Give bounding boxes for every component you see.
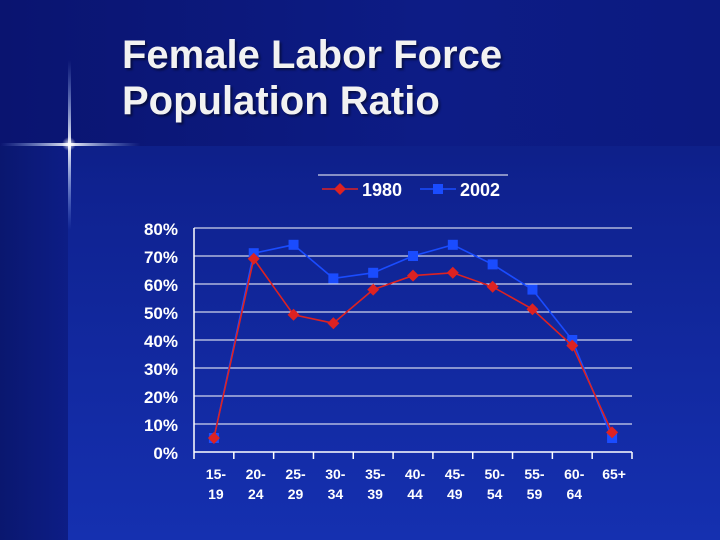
series-1980	[207, 252, 619, 444]
data-point	[606, 426, 619, 439]
x-tick-label: 50-54	[485, 466, 506, 502]
data-point	[566, 339, 579, 352]
data-point	[486, 280, 499, 293]
y-tick-label: 80%	[144, 220, 178, 239]
data-point	[487, 259, 498, 270]
y-tick-label: 60%	[144, 276, 178, 295]
title-line-1: Female Labor Force	[122, 33, 503, 77]
data-point	[327, 317, 340, 330]
data-point	[407, 269, 419, 282]
x-tick-label: 35-39	[365, 466, 386, 502]
x-tick-label: 20-24	[246, 466, 267, 502]
data-point	[207, 432, 220, 444]
data-point	[287, 308, 300, 321]
series-line	[213, 256, 613, 439]
y-tick-label: 10%	[144, 416, 178, 435]
x-tick-label: 65+	[602, 466, 626, 482]
data-point	[408, 251, 418, 261]
data-point	[334, 183, 346, 195]
data-point	[526, 303, 539, 316]
x-tick-labels: 15-19 20-24 25-29 30-34 35-39 40-44 45-49 50-54…	[206, 466, 626, 502]
data-point	[247, 252, 260, 265]
legend-item-1980: 1980	[322, 180, 402, 200]
gridlines	[194, 227, 632, 425]
x-tick-label: 30-34	[325, 466, 346, 502]
y-tick-label: 70%	[144, 248, 178, 267]
x-tick-label: 45-49	[445, 466, 466, 502]
left-band	[0, 146, 68, 540]
y-tick-label: 40%	[144, 332, 178, 351]
data-point	[367, 283, 380, 296]
data-point	[527, 284, 538, 295]
x-tick-label: 60-64	[564, 466, 585, 502]
title-line-2: Population Ratio	[122, 79, 440, 123]
data-point	[433, 184, 443, 194]
title-band	[0, 0, 720, 146]
data-point	[288, 239, 299, 250]
x-tick-label: 25-29	[285, 466, 306, 502]
series	[207, 239, 619, 444]
page-title: Female Labor Force Population Ratio	[122, 32, 502, 124]
x-tick-label: 55-59	[524, 466, 545, 502]
legend-item-2002: 2002	[420, 180, 500, 200]
data-point	[446, 266, 459, 279]
data-point	[368, 267, 379, 278]
x-tick-label: 40-44	[405, 466, 426, 502]
y-tick-label: 0%	[153, 444, 178, 463]
legend-label: 2002	[460, 180, 500, 200]
y-tick-label: 50%	[144, 304, 178, 323]
axes	[193, 228, 633, 459]
x-tick-label: 15-19	[206, 466, 227, 502]
y-tick-labels: 0% 10% 20% 30% 40% 50% 60% 70% 80%	[144, 220, 178, 463]
y-tick-label: 30%	[144, 360, 178, 379]
legend: 1980 2002	[318, 174, 508, 200]
data-point	[447, 239, 458, 250]
legend-label: 1980	[362, 180, 402, 200]
y-tick-label: 20%	[144, 388, 178, 407]
data-point	[328, 273, 339, 284]
